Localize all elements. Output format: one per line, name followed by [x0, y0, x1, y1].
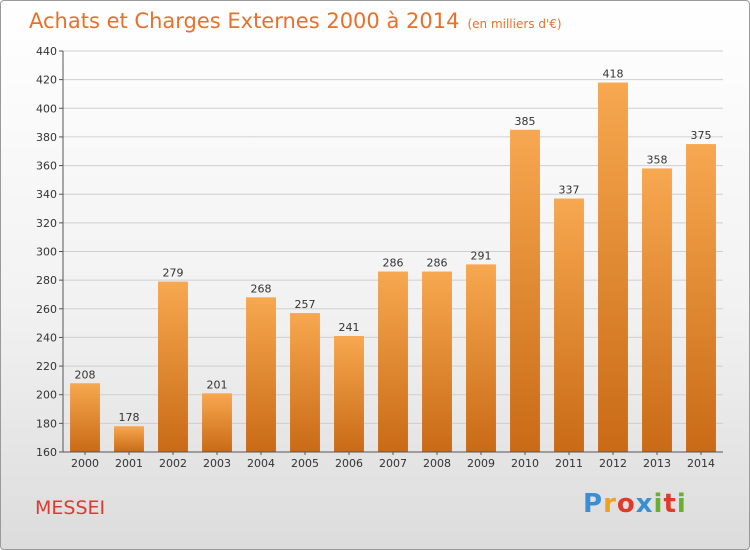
x-tick-label: 2004: [247, 457, 275, 470]
x-tick-label: 2008: [423, 457, 451, 470]
y-tick-label: 340: [36, 188, 57, 201]
bar-2014: [686, 144, 716, 452]
bar-2003: [202, 393, 232, 452]
y-tick-label: 420: [36, 74, 57, 87]
bars: 208 178 279 201 268 257 241 286 286 291 385 337 418 3…: [70, 68, 716, 452]
data-label: 257: [295, 298, 316, 311]
bar-2011: [554, 198, 584, 452]
y-tick-label: 240: [36, 331, 57, 344]
logo-letter: x: [635, 489, 654, 519]
bar-2004: [246, 297, 276, 452]
y-tick-label: 260: [36, 303, 57, 316]
x-tick-label: 2003: [203, 457, 231, 470]
proxiti-logo: Proxiti: [583, 489, 687, 519]
data-label: 375: [691, 129, 712, 142]
x-tick-label: 2006: [335, 457, 363, 470]
x-tick-label: 2011: [555, 457, 583, 470]
y-tick-label: 320: [36, 217, 57, 230]
logo-letter: o: [616, 489, 636, 519]
x-tick-label: 2000: [71, 457, 99, 470]
logo-letter: i: [653, 489, 664, 519]
y-tick-label: 400: [36, 102, 57, 115]
y-tick-label: 180: [36, 417, 57, 430]
bar-2008: [422, 271, 452, 452]
x-tick-label: 2013: [643, 457, 671, 470]
logo-letter: r: [603, 489, 617, 519]
bar-2012: [598, 82, 628, 452]
x-tick-label: 2012: [599, 457, 627, 470]
x-tick-label: 2014: [687, 457, 715, 470]
data-label: 279: [163, 267, 184, 280]
data-label: 418: [603, 68, 624, 81]
data-label: 286: [427, 257, 448, 270]
chart-subtitle: (en milliers d'€): [467, 17, 562, 31]
y-tick-label: 200: [36, 389, 57, 402]
bar-2001: [114, 426, 144, 452]
x-tick-label: 2010: [511, 457, 539, 470]
chart-title: Achats et Charges Externes 2000 à 2014 (e…: [29, 9, 562, 33]
data-label: 208: [75, 368, 96, 381]
y-tick-label: 220: [36, 360, 57, 373]
bar-2007: [378, 271, 408, 452]
logo-letter: i: [676, 489, 687, 519]
y-tick-label: 380: [36, 131, 57, 144]
bar-2002: [158, 281, 188, 452]
town-name: MESSEI: [35, 497, 106, 519]
x-tick-label: 2001: [115, 457, 143, 470]
x-tick-label: 2009: [467, 457, 495, 470]
x-tick-label: 2005: [291, 457, 319, 470]
data-label: 385: [515, 115, 536, 128]
axes: 160 180 200 220 240 260 280 300 320 340 360 380 400 4…: [36, 45, 723, 470]
data-label: 358: [647, 153, 668, 166]
bar-2005: [290, 313, 320, 452]
y-tick-label: 440: [36, 45, 57, 58]
bar-2010: [510, 129, 540, 452]
x-tick-label: 2007: [379, 457, 407, 470]
bar-2006: [334, 335, 364, 452]
data-label: 268: [251, 282, 272, 295]
x-tick-label: 2002: [159, 457, 187, 470]
chart-title-text: Achats et Charges Externes 2000 à 2014: [29, 9, 460, 33]
data-label: 241: [339, 321, 360, 334]
y-tick-label: 300: [36, 246, 57, 259]
bar-2009: [466, 264, 496, 452]
data-label: 291: [471, 249, 492, 262]
data-label: 286: [383, 257, 404, 270]
y-tick-label: 360: [36, 160, 57, 173]
y-tick-label: 280: [36, 274, 57, 287]
logo-letter: P: [583, 489, 604, 519]
bar-2000: [70, 383, 100, 452]
logo-letter: t: [663, 489, 677, 519]
data-label: 201: [207, 378, 228, 391]
y-tick-label: 160: [36, 446, 57, 459]
bar-2013: [642, 168, 672, 452]
data-label: 178: [119, 411, 140, 424]
data-label: 337: [559, 184, 580, 197]
